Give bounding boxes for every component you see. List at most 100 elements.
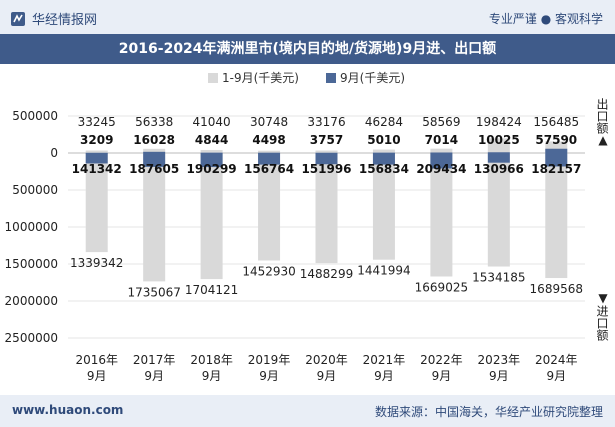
data-source: 数据来源：中国海关，华经产业研究院整理 <box>374 405 603 419</box>
bar-monthly-import <box>372 153 395 165</box>
data-labels: 33245 3209 141342 1339342 56338 16028 187605 17… <box>70 115 583 299</box>
data-label-monthly-import: 141342 <box>72 162 122 176</box>
y-tick-label: 0 <box>50 146 58 160</box>
data-label-monthly-import: 209434 <box>416 162 466 176</box>
bar-monthly-import <box>487 153 510 163</box>
bar-monthly-export <box>487 152 510 154</box>
x-tick-label: 2019年 <box>248 353 291 367</box>
x-tick-label: 2024年 <box>535 353 578 367</box>
data-label-monthly-export: 16028 <box>133 133 175 147</box>
bar-cumulative-import <box>430 153 453 277</box>
bar-monthly-import <box>315 153 338 165</box>
y-tick-label: 1000000 <box>5 220 58 234</box>
tagline: 专业严谨 ● 客观科学 <box>488 12 603 26</box>
bar-monthly-import <box>258 153 281 165</box>
bar-cumulative-import <box>85 153 108 253</box>
data-label-cumulative-export: 156485 <box>533 115 579 129</box>
legend-label-monthly: 9月(千美元) <box>340 71 405 85</box>
bar-monthly-import <box>143 153 166 167</box>
y-tick-label: 1500000 <box>5 257 58 271</box>
legend-swatch-monthly <box>326 73 336 83</box>
data-label-monthly-import: 190299 <box>187 162 237 176</box>
x-tick-label: 2022年 <box>420 353 463 367</box>
data-label-monthly-import: 130966 <box>474 162 524 176</box>
data-label-cumulative-import: 1735067 <box>127 285 180 299</box>
x-tick-label: 9月 <box>546 369 566 383</box>
data-label-cumulative-export: 41040 <box>193 115 231 129</box>
bar-monthly-export <box>143 151 166 153</box>
data-label-monthly-import: 182157 <box>531 162 581 176</box>
x-tick-label: 9月 <box>317 369 337 383</box>
x-tick-label: 2020年 <box>305 353 348 367</box>
data-label-cumulative-import: 1339342 <box>70 256 123 270</box>
legend-label-cumulative: 1-9月(千美元) <box>222 71 299 85</box>
bar-cumulative-import <box>258 153 281 261</box>
x-tick-label: 2017年 <box>133 353 176 367</box>
x-tick-label: 2018年 <box>190 353 233 367</box>
chart-title: 2016-2024年满洲里市(境内目的地/货源地)9月进、出口额 <box>0 34 615 64</box>
bar-monthly-import <box>430 153 453 169</box>
data-label-monthly-export: 57590 <box>535 133 577 147</box>
chart: 33245 3209 141342 1339342 56338 16028 187605 17… <box>5 71 585 383</box>
data-label-monthly-import: 156764 <box>244 162 294 176</box>
logo-text: 华经情报网 <box>32 13 98 28</box>
y-tick-label: 2500000 <box>5 331 58 345</box>
bar-cumulative-export <box>200 149 223 153</box>
x-tick-label: 9月 <box>259 369 279 383</box>
export-side-label: 出口额 ▲ <box>595 98 611 147</box>
data-label-monthly-import: 187605 <box>129 162 179 176</box>
data-label-cumulative-export: 33176 <box>307 115 345 129</box>
bar-monthly-export <box>545 148 568 153</box>
y-tick-label: 2000000 <box>5 294 58 308</box>
bar-cumulative-import <box>200 153 223 280</box>
y-tick-label: 500000 <box>12 183 58 197</box>
logo-icon <box>11 11 25 26</box>
bars <box>85 138 568 282</box>
header-bar: 华经情报网 专业严谨 ● 客观科学 <box>0 0 615 34</box>
y-axis: 500000 0 500000 1000000 1500000 2000000 250000… <box>5 109 58 345</box>
legend-swatch-cumulative <box>208 73 218 83</box>
x-tick-label: 2023年 <box>478 353 521 367</box>
data-label-cumulative-import: 1452930 <box>242 265 295 279</box>
bar-monthly-import <box>200 153 223 168</box>
bar-cumulative-export <box>258 150 281 153</box>
bar-cumulative-import <box>143 153 166 282</box>
bar-monthly-export <box>430 152 453 154</box>
x-tick-label: 9月 <box>87 369 107 383</box>
data-label-monthly-import: 156834 <box>359 162 409 176</box>
logo: 华经情报网 <box>10 9 97 28</box>
x-tick-label: 2016年 <box>75 353 118 367</box>
import-side-label: ▼ 进口额 <box>595 291 611 342</box>
data-label-monthly-export: 3209 <box>80 133 113 147</box>
data-label-monthly-export: 10025 <box>478 133 520 147</box>
x-tick-label: 9月 <box>489 369 509 383</box>
data-label-cumulative-export: 198424 <box>476 115 522 129</box>
x-tick-label: 9月 <box>374 369 394 383</box>
bar-cumulative-export <box>143 148 166 153</box>
up-arrow-icon: ▲ <box>598 133 608 147</box>
site-url: www.huaon.com <box>12 403 124 417</box>
data-label-cumulative-import: 1704121 <box>185 283 238 297</box>
x-tick-label: 2021年 <box>363 353 406 367</box>
import-label: 进口额 <box>595 305 609 341</box>
data-label-cumulative-export: 58569 <box>422 115 460 129</box>
x-tick-label: 9月 <box>202 369 222 383</box>
data-label-monthly-export: 4498 <box>252 133 285 147</box>
data-label-monthly-import: 151996 <box>301 162 351 176</box>
bar-cumulative-export <box>85 150 108 153</box>
data-label-cumulative-export: 30748 <box>250 115 288 129</box>
x-axis: 2016年 9月 2017年 9月 2018年 9月 2019年 9月 2020年 9月 2021年… <box>75 353 577 383</box>
data-label-cumulative-export: 33245 <box>78 115 116 129</box>
bar-cumulative-import <box>315 153 338 264</box>
data-label-cumulative-import: 1534185 <box>472 271 525 285</box>
bar-cumulative-import <box>487 153 510 267</box>
bar-cumulative-import <box>545 153 568 279</box>
x-tick-label: 9月 <box>144 369 164 383</box>
down-arrow-icon: ▼ <box>598 291 608 305</box>
data-label-cumulative-export: 56338 <box>135 115 173 129</box>
bar-cumulative-export <box>372 149 395 153</box>
data-label-cumulative-import: 1689568 <box>530 282 583 296</box>
data-label-cumulative-import: 1488299 <box>300 267 353 281</box>
data-label-monthly-export: 4844 <box>195 133 228 147</box>
export-label: 出口额 <box>595 98 609 134</box>
